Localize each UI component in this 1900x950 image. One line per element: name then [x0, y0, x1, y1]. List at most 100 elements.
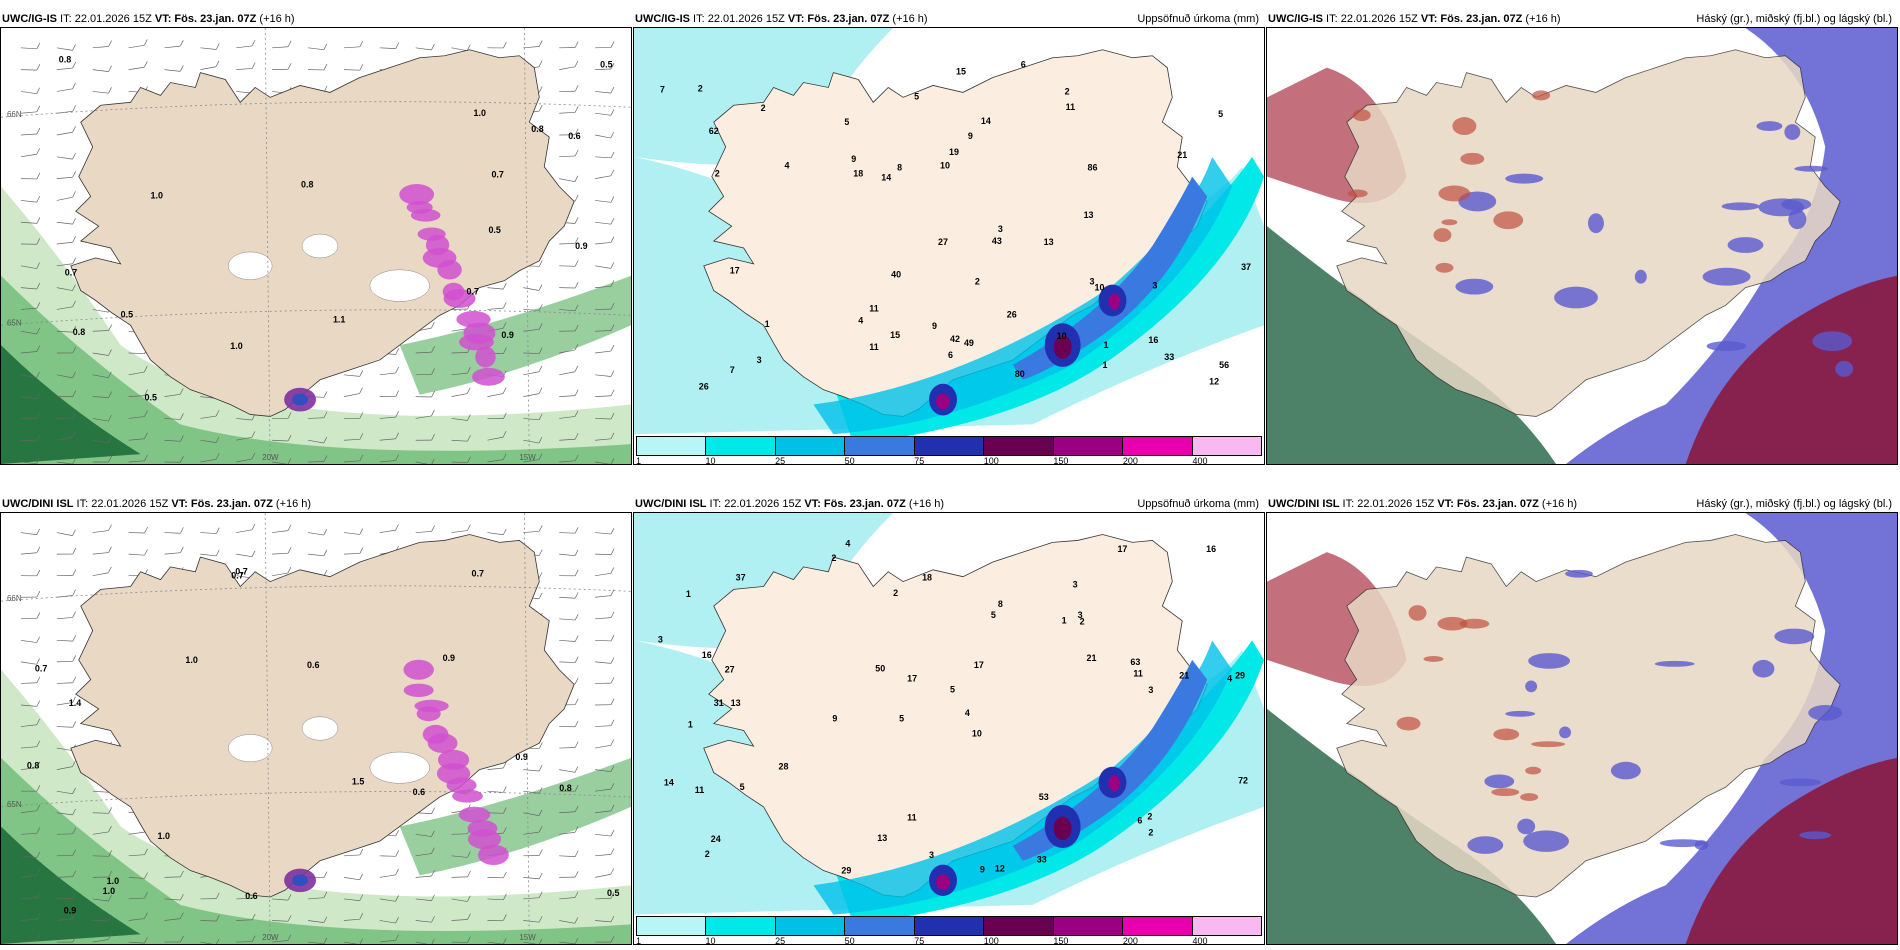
- colorbar-tick: 150: [1053, 456, 1069, 465]
- value-label: 33: [1037, 855, 1047, 865]
- init-time: IT: 22.01.2026 15Z: [690, 13, 788, 25]
- value-label: 12: [995, 864, 1005, 874]
- colorbar-swatch: [1123, 437, 1193, 455]
- colorbar-tick: 75: [914, 456, 925, 465]
- value-label: 1.0: [185, 655, 198, 665]
- value-label: 29: [1235, 671, 1245, 681]
- model-name: UWC/IG-IS: [2, 13, 57, 25]
- value-label: 2: [1147, 812, 1152, 822]
- valid-time: Fös. 23.jan. 07Z: [174, 13, 257, 25]
- map-area: 66N 65N 20W 15W 0.7 0.8 0.9 1.0 0.5 0.6 0.5 0.8 0.8 1…: [0, 27, 632, 465]
- value-label: 16: [702, 650, 712, 660]
- colorbar-tick: 10: [705, 936, 716, 945]
- panel-header: UWC/IG-IS IT: 22.01.2026 15Z VT: Fös. 23…: [1266, 10, 1898, 28]
- valid-time-label: VT:: [154, 13, 172, 25]
- value-label: 0.5: [607, 888, 620, 898]
- precip-colorbar: [636, 436, 1262, 456]
- panel-header: UWC/DINI ISL IT: 22.01.2026 15Z VT: Fös.…: [633, 495, 1265, 513]
- value-label: 6: [1137, 816, 1142, 826]
- value-label: 8: [998, 599, 1003, 609]
- value-labels: 1.51.01.00.90.70.6 0.51.00.90.70.80.61.00…: [27, 567, 620, 916]
- value-label: 7: [730, 365, 735, 375]
- value-label: 6: [948, 350, 953, 360]
- value-label: 2: [975, 277, 980, 287]
- colorbar-swatch: [775, 917, 846, 935]
- map-area: [1266, 27, 1898, 465]
- cloud-panel-bottom: UWC/DINI ISL IT: 22.01.2026 15Z VT: Fös.…: [1266, 495, 1898, 945]
- value-label: 10: [972, 728, 982, 738]
- value-label: 18: [853, 169, 863, 179]
- field-title: Háský (gr.), miðský (fj.bl.) og lágský (…: [1696, 498, 1892, 510]
- value-label: 42: [950, 334, 960, 344]
- model-name: UWC/DINI ISL: [2, 498, 74, 510]
- value-label: 29: [841, 866, 851, 876]
- field-title: Háský (gr.), miðský (fj.bl.) og lágský (…: [1696, 13, 1892, 25]
- value-label: 43: [992, 236, 1002, 246]
- value-label: 4: [785, 161, 790, 171]
- value-label: 28: [779, 762, 789, 772]
- valid-time-label: VT:: [787, 13, 805, 25]
- lat-label-66n: 66N: [7, 110, 22, 119]
- colorbar-swatch: [1053, 437, 1124, 455]
- init-time: IT: 22.01.2026 15Z: [706, 498, 805, 510]
- colorbar-swatch: [984, 917, 1054, 935]
- value-label: 63: [1130, 657, 1140, 667]
- colorbar-tick: 150: [1053, 936, 1069, 945]
- colorbar-swatch: [1192, 917, 1261, 935]
- colorbar-tick: 50: [844, 456, 855, 465]
- colorbar-swatch: [984, 437, 1054, 455]
- colorbar-tick: 1: [636, 936, 642, 945]
- value-label: 1.0: [103, 886, 116, 896]
- value-label: 4: [845, 538, 850, 548]
- colorbar-tick: 100: [983, 456, 999, 465]
- value-label: 3: [1078, 610, 1083, 620]
- value-label: 26: [1007, 309, 1017, 319]
- value-label: 0.7: [472, 569, 485, 579]
- value-label: 11: [1066, 102, 1076, 112]
- value-label: 21: [1087, 653, 1097, 663]
- value-label: 62: [709, 126, 719, 136]
- model-name: UWC/DINI ISL: [1268, 498, 1340, 510]
- value-label: 0.8: [559, 783, 572, 793]
- value-label: 1: [1103, 360, 1108, 370]
- value-label: 13: [877, 833, 887, 843]
- value-label: 27: [938, 237, 948, 247]
- value-label: 33: [1164, 352, 1174, 362]
- value-label: 1.5: [352, 776, 365, 786]
- valid-time: Fös. 23.jan. 07Z: [823, 498, 906, 510]
- value-label: 3: [1148, 685, 1153, 695]
- value-label: 86: [1088, 163, 1098, 173]
- value-label: 0.9: [501, 330, 513, 340]
- value-label: 15: [890, 330, 900, 340]
- value-label: 11: [869, 303, 879, 313]
- value-label: 2: [893, 588, 898, 598]
- value-label: 2: [715, 169, 720, 179]
- value-label: 72: [1238, 775, 1248, 785]
- value-label: 4: [965, 708, 970, 718]
- value-label: 37: [736, 573, 746, 583]
- colorbar-tick: 25: [775, 936, 786, 945]
- model-name: UWC/IG-IS: [635, 13, 690, 25]
- value-label: 1.0: [158, 831, 171, 841]
- colorbar-swatch: [914, 437, 985, 455]
- value-label: 0.8: [59, 55, 71, 65]
- lat-label-65n: 65N: [7, 318, 22, 327]
- land: [70, 49, 575, 417]
- valid-time-label: VT:: [1437, 498, 1454, 510]
- value-label: 0.5: [488, 225, 500, 235]
- init-time: IT: 22.01.2026 15Z: [57, 13, 155, 25]
- field-title: Uppsöfnuð úrkoma (mm): [1137, 498, 1259, 510]
- value-label: 31: [714, 698, 724, 708]
- lat-label-66n: 66N: [7, 594, 22, 603]
- value-label: 17: [974, 660, 984, 670]
- lon-label-15w: 15W: [519, 453, 536, 462]
- value-label: 1.0: [474, 108, 486, 118]
- value-label: 5: [844, 117, 849, 127]
- value-label: 16: [1148, 335, 1158, 345]
- value-label: 1.1: [333, 314, 345, 324]
- lon-label-20w: 20W: [262, 453, 279, 462]
- map-area: 7 3 3 2 5 6 16 2 1 4 12 18 15 15 10 9 3 17 27 5 7 3 6 13 10 11 8 9 2…: [633, 27, 1265, 465]
- value-label: 80: [1015, 369, 1025, 379]
